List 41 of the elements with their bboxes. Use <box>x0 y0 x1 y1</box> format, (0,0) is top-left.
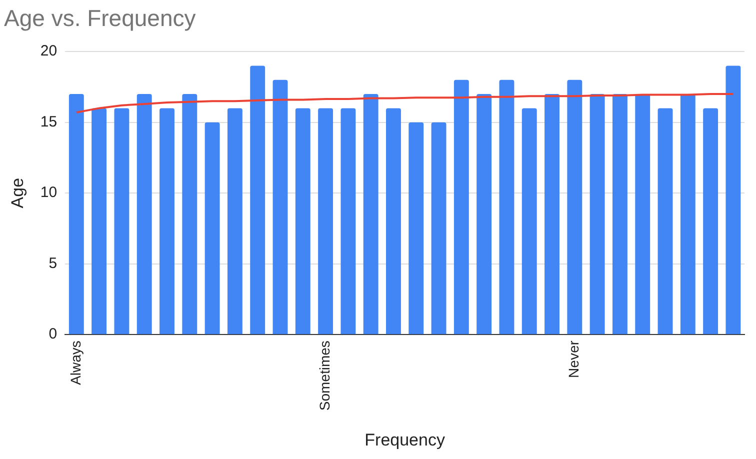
bar <box>567 80 582 334</box>
bar <box>431 122 446 334</box>
x-tick-label: Never <box>566 340 582 378</box>
bar <box>318 108 334 334</box>
bar <box>272 80 288 334</box>
bar <box>680 94 696 334</box>
bar <box>386 108 401 334</box>
bar <box>295 108 310 334</box>
bar <box>182 94 198 334</box>
bar <box>544 94 560 334</box>
bar <box>499 80 514 334</box>
bar <box>340 108 356 334</box>
x-tick-label: Sometimes <box>316 340 332 411</box>
bar <box>590 94 605 334</box>
x-tick-label: Always <box>67 340 84 385</box>
bar <box>363 94 378 334</box>
bar <box>454 80 469 334</box>
bar <box>92 108 107 334</box>
bar <box>658 108 673 334</box>
y-tick-label: 20 <box>40 42 58 60</box>
bar <box>703 108 718 334</box>
bar <box>160 108 174 334</box>
chart-title: Age vs. Frequency <box>4 5 196 32</box>
bar <box>227 108 242 334</box>
y-tick-label: 15 <box>40 113 58 130</box>
bar <box>204 122 220 334</box>
bar <box>612 94 628 334</box>
bar <box>522 108 537 334</box>
bar <box>408 122 424 334</box>
bar <box>635 94 650 334</box>
bar <box>726 66 741 334</box>
bar <box>476 94 492 334</box>
x-axis-title: Frequency <box>364 430 446 450</box>
y-tick-label: 5 <box>48 254 58 272</box>
y-axis-title: Age <box>8 178 27 208</box>
y-tick-label: 10 <box>40 184 58 202</box>
bar <box>136 94 152 334</box>
y-tick-label: 0 <box>48 326 58 343</box>
bar <box>114 108 130 334</box>
bar <box>68 94 84 334</box>
bar <box>250 66 266 334</box>
